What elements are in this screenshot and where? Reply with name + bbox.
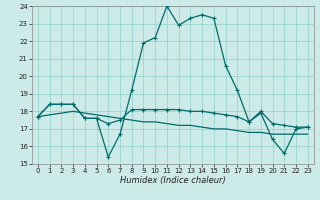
X-axis label: Humidex (Indice chaleur): Humidex (Indice chaleur) — [120, 176, 226, 185]
